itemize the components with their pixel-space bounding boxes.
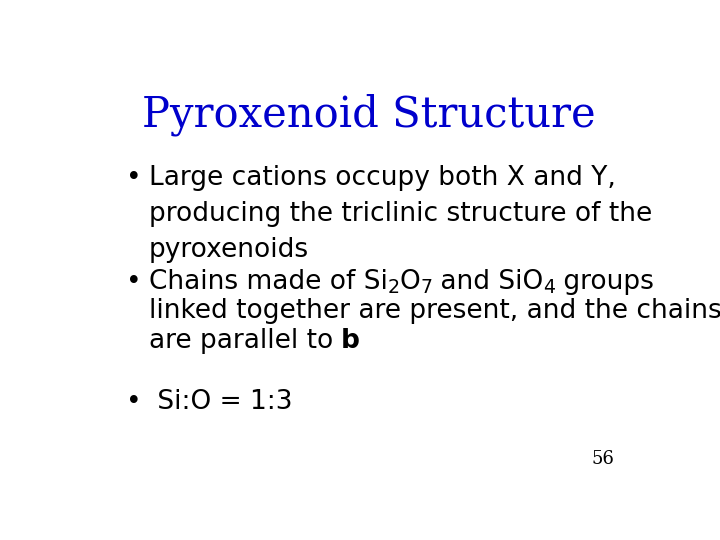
Text: groups: groups <box>555 268 654 294</box>
Text: 2: 2 <box>387 278 400 296</box>
Text: Chains made of Si: Chains made of Si <box>148 268 387 294</box>
Text: b: b <box>341 328 360 354</box>
Text: linked together are present, and the chains: linked together are present, and the cha… <box>148 299 720 325</box>
Text: Large cations occupy both X and Y,
producing the triclinic structure of the
pyro: Large cations occupy both X and Y, produ… <box>148 165 652 262</box>
Text: O: O <box>400 268 420 294</box>
Text: Si:O = 1:3: Si:O = 1:3 <box>148 389 292 415</box>
Text: Pyroxenoid Structure: Pyroxenoid Structure <box>142 94 596 137</box>
Text: •: • <box>126 389 142 415</box>
Text: 7: 7 <box>420 278 432 296</box>
Text: 56: 56 <box>592 450 615 468</box>
Text: •: • <box>126 268 142 294</box>
Text: 4: 4 <box>544 278 555 296</box>
Text: are parallel to: are parallel to <box>148 328 341 354</box>
Text: and SiO: and SiO <box>432 268 544 294</box>
Text: •: • <box>126 165 142 191</box>
